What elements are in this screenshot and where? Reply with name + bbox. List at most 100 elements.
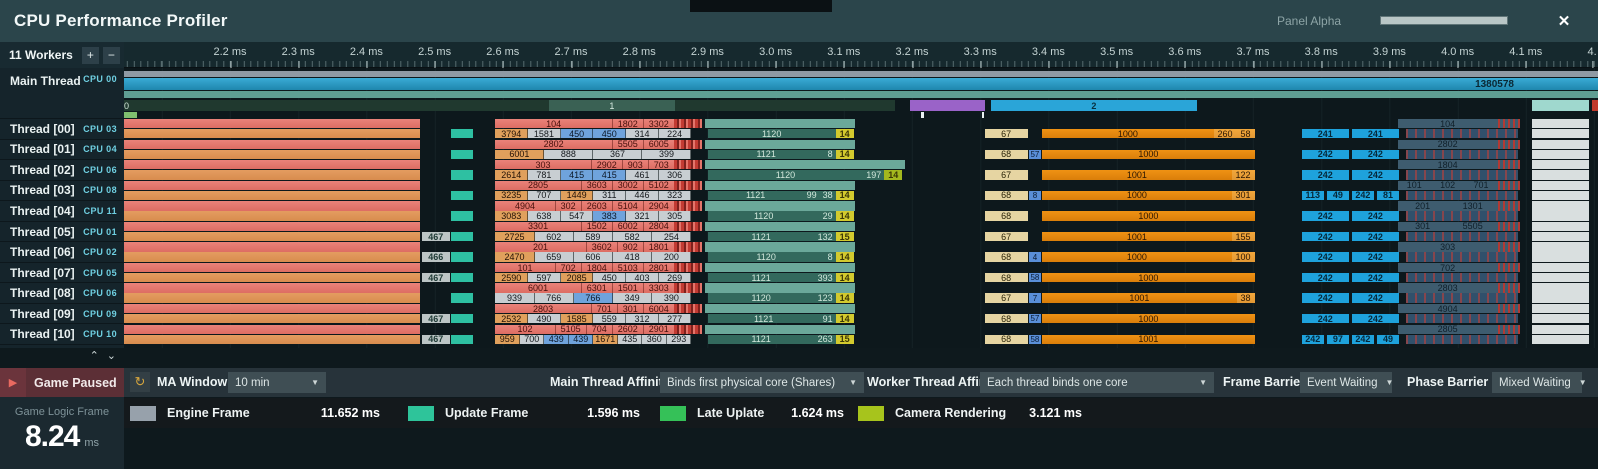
job-segment[interactable] (704, 139, 856, 149)
phase-barrier-dropdown[interactable]: Mixed Waiting ▼ (1492, 372, 1587, 393)
job-segment[interactable] (1406, 149, 1519, 160)
job-segment[interactable] (673, 201, 702, 211)
job-segment[interactable] (124, 262, 421, 273)
job-segment[interactable] (451, 129, 474, 139)
job-segment[interactable] (1406, 170, 1519, 180)
job-number-strip[interactable]: 3083 638 547 383 321 305 (495, 211, 692, 221)
job-segment[interactable]: 2802 (1397, 139, 1498, 149)
job-segment[interactable]: 8 (1029, 190, 1041, 201)
job-segment[interactable]: 241 241 (1301, 129, 1399, 139)
job-segment[interactable] (673, 221, 702, 232)
sidebar-item-mainthread[interactable]: Main Thread CPU 00 (0, 68, 124, 119)
job-segment[interactable] (1531, 129, 1590, 139)
job-segment[interactable] (673, 242, 702, 252)
job-segment[interactable]: 303 (1397, 242, 1498, 252)
job-segment[interactable] (1531, 211, 1590, 221)
job-segment[interactable] (1531, 119, 1590, 129)
job-segment[interactable]: 104 (1397, 119, 1498, 129)
job-segment[interactable]: 6001 6301 1501 3303 (495, 283, 674, 293)
job-segment[interactable]: 1000 301 (1042, 190, 1255, 201)
job-segment[interactable] (1497, 160, 1520, 170)
job-segment[interactable]: 467 (421, 314, 450, 324)
job-segment[interactable] (673, 180, 702, 191)
job-segment[interactable] (673, 303, 702, 314)
job-segment[interactable] (704, 119, 856, 129)
job-segment[interactable] (1531, 139, 1590, 149)
job-segment[interactable] (1531, 314, 1590, 324)
job-segment[interactable]: 58 (1029, 272, 1041, 283)
job-segment[interactable] (1531, 293, 1590, 303)
job-segment[interactable] (451, 252, 474, 262)
timeline-segment[interactable]: 2 (990, 100, 1198, 111)
job-segment[interactable]: 58 (1029, 334, 1041, 344)
job-segment[interactable]: 242 242 (1301, 272, 1399, 283)
timeline-marker[interactable] (921, 112, 924, 118)
job-segment[interactable] (124, 303, 421, 314)
job-segment[interactable] (704, 303, 856, 314)
job-segment[interactable] (1497, 303, 1520, 314)
timeline-segment[interactable] (675, 100, 895, 111)
job-segment[interactable] (1406, 211, 1519, 221)
job-segment[interactable] (1406, 252, 1519, 262)
job-segment[interactable]: 242 242 (1301, 314, 1399, 324)
job-segment[interactable]: 1120 14 (707, 129, 854, 139)
job-segment[interactable] (124, 221, 421, 232)
job-segment[interactable] (1531, 180, 1590, 191)
job-segment[interactable] (124, 180, 421, 191)
job-segment[interactable]: 67 (984, 170, 1028, 180)
job-segment[interactable] (124, 231, 421, 242)
frame-barrier-dropdown[interactable]: Event Waiting ▼ (1300, 372, 1393, 393)
sidebar-item-thread02[interactable]: Thread [02] CPU 06 (0, 160, 124, 181)
timeline-segment[interactable]: 0 (124, 100, 549, 111)
job-segment[interactable] (1497, 283, 1520, 293)
job-segment[interactable] (1531, 303, 1590, 314)
sidebar-item-thread03[interactable]: Thread [03] CPU 08 (0, 181, 124, 202)
job-segment[interactable]: 67 (984, 231, 1028, 242)
job-segment[interactable] (451, 211, 474, 221)
job-segment[interactable] (124, 129, 421, 139)
panel-alpha-slider[interactable] (1380, 16, 1508, 25)
job-segment[interactable]: 1121 91 14 (707, 314, 854, 324)
job-segment[interactable]: 2803 701 301 6004 (495, 303, 674, 314)
job-segment[interactable]: 1121 8 14 (707, 149, 854, 160)
job-segment[interactable] (124, 170, 421, 180)
job-segment[interactable] (704, 201, 856, 211)
job-number-strip[interactable]: 2614 781 415 415 461 306 (495, 170, 692, 180)
scroll-up-icon[interactable]: ⌃ (89, 350, 99, 362)
job-segment[interactable]: 1000 (1042, 272, 1255, 283)
job-number-strip[interactable]: 3235 707 1449 311 446 323 (495, 190, 692, 201)
job-segment[interactable] (1497, 221, 1520, 232)
job-segment[interactable]: 1121 132 15 (707, 231, 854, 242)
job-segment[interactable]: 467 (421, 231, 450, 242)
job-segment[interactable]: 1001 (1042, 334, 1255, 344)
job-segment[interactable]: 4 (1029, 252, 1041, 262)
job-number-strip[interactable]: 939 766 766 349 390 (495, 293, 692, 303)
job-segment[interactable]: 242 242 (1301, 293, 1399, 303)
job-segment[interactable] (124, 190, 421, 201)
job-segment[interactable] (704, 262, 856, 273)
job-segment[interactable] (1531, 272, 1590, 283)
job-segment[interactable]: 1121 393 14 (707, 272, 854, 283)
job-segment[interactable] (124, 119, 421, 129)
job-segment[interactable] (1531, 160, 1590, 170)
close-icon[interactable]: ✕ (1557, 13, 1571, 30)
job-segment[interactable]: 4904 (1397, 303, 1498, 314)
job-segment[interactable]: 2803 (1397, 283, 1498, 293)
job-segment[interactable]: 101 102 701 (1397, 180, 1498, 191)
job-segment[interactable] (1531, 201, 1590, 211)
job-segment[interactable]: 1120 123 14 (707, 293, 854, 303)
main-thread-update-bar[interactable] (124, 91, 1598, 98)
timeline-segment[interactable] (1592, 100, 1598, 111)
sidebar-item-thread10[interactable]: Thread [10] CPU 10 (0, 324, 124, 346)
job-segment[interactable] (1531, 231, 1590, 242)
sidebar-item-thread05[interactable]: Thread [05] CPU 01 (0, 222, 124, 243)
job-segment[interactable]: 1121 263 15 (707, 334, 854, 344)
timeline-segment[interactable] (909, 100, 985, 111)
job-segment[interactable] (1531, 252, 1590, 262)
job-segment[interactable] (1497, 180, 1520, 191)
main-affinity-dropdown[interactable]: Binds first physical core (Shares) ▼ (660, 372, 864, 393)
job-segment[interactable]: 702 (1397, 262, 1498, 273)
job-segment[interactable] (451, 149, 474, 160)
job-segment[interactable]: 201 3602 902 1801 (495, 242, 674, 252)
job-segment[interactable] (124, 201, 421, 211)
